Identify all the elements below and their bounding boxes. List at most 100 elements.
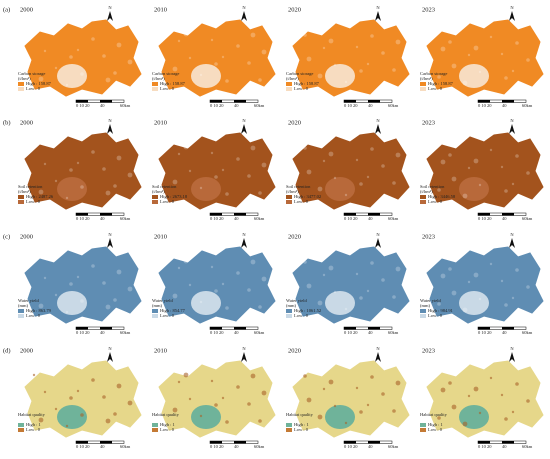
region-outline: [426, 360, 544, 438]
year-label: 2023: [422, 233, 435, 240]
texture-spot: [511, 69, 515, 73]
texture-spot: [69, 282, 73, 286]
legend-high: High : 1: [26, 422, 41, 427]
scale-bar-fill: [478, 213, 490, 216]
legend-high: High : 854.77: [160, 308, 186, 313]
legend-low: Low : 0: [26, 313, 41, 318]
scale-bar-fill: [502, 100, 514, 103]
legend-low: Low : 0: [160, 199, 175, 204]
texture-spot: [333, 404, 337, 408]
texture-spot: [43, 390, 47, 394]
texture-spot: [467, 394, 471, 398]
map: [158, 360, 276, 438]
texture-spot: [344, 307, 348, 311]
scale-bar-fill: [368, 213, 380, 216]
scale-label: 0 10 20: [210, 216, 224, 221]
north-label: N: [108, 5, 112, 10]
texture-spot: [247, 288, 251, 292]
lake: [57, 64, 87, 88]
texture-spot: [467, 53, 471, 57]
texture-spot: [250, 259, 256, 265]
map-panel: 2023 N Carbon storage(t/hm²)High : 158.87L…: [420, 5, 544, 108]
north-arrow: [241, 238, 247, 248]
north-label: N: [376, 118, 380, 123]
year-label: 2000: [20, 6, 33, 13]
scale-bar-fill: [368, 100, 380, 103]
legend-low: Low : 0: [26, 427, 41, 432]
texture-spot: [395, 380, 401, 386]
north-arrow: [375, 238, 381, 248]
scale-label: 0 10 20: [344, 330, 358, 335]
texture-spot: [344, 421, 348, 425]
texture-spot: [500, 52, 504, 56]
scale-bar-fill: [76, 100, 88, 103]
texture-spot: [261, 276, 267, 282]
region-outline: [426, 246, 544, 324]
year-label: 2020: [288, 347, 301, 354]
scale-bar-fill: [502, 213, 514, 216]
texture-spot: [65, 424, 69, 428]
region-outline: [24, 360, 142, 438]
texture-spot: [127, 59, 133, 65]
texture-spot: [69, 168, 73, 172]
legend-high-swatch: [420, 309, 426, 313]
row-label: (b): [3, 119, 11, 126]
texture-spot: [177, 152, 181, 156]
north-label: N: [242, 232, 246, 237]
texture-spot: [451, 404, 457, 410]
lake: [325, 291, 355, 315]
texture-spot: [306, 56, 312, 62]
texture-spot: [258, 305, 262, 309]
year-label: 2010: [154, 347, 167, 354]
legend-high-swatch: [286, 309, 292, 313]
texture-spot: [225, 79, 229, 83]
texture-spot: [76, 161, 80, 165]
texture-spot: [511, 182, 515, 186]
scale-label: 0 10 20: [76, 103, 90, 108]
scale-bar-fill: [100, 213, 112, 216]
legend-unit: (t/hm²): [286, 189, 299, 194]
texture-spot: [462, 80, 468, 86]
lake: [459, 64, 489, 88]
scale-bar-fill: [478, 100, 490, 103]
texture-spot: [225, 192, 229, 196]
texture-spot: [381, 164, 385, 168]
texture-spot: [478, 183, 482, 187]
texture-spot: [366, 289, 370, 293]
scale-label: 0 10 20: [478, 444, 492, 449]
legend-unit: (t/hm²): [152, 76, 165, 81]
region-outline: [158, 19, 276, 97]
legend-high: High : 3477.02: [294, 194, 321, 199]
texture-spot: [236, 44, 240, 48]
texture-spot: [437, 302, 441, 306]
scale-label: 60km: [254, 103, 265, 108]
scale-bar-fill: [210, 441, 222, 444]
texture-spot: [225, 420, 229, 424]
north-label: N: [242, 118, 246, 123]
texture-spot: [127, 172, 133, 178]
legend-low-swatch: [18, 428, 24, 432]
map: [292, 360, 410, 438]
legend-low: Low : 0: [294, 313, 309, 318]
year-label: 2010: [154, 6, 167, 13]
texture-spot: [440, 273, 446, 279]
legend-title: Water yield: [286, 298, 308, 303]
legend-title: Soil retention: [420, 184, 445, 189]
texture-spot: [306, 169, 312, 175]
legend-title: Habitat quality: [286, 412, 314, 417]
texture-spot: [80, 299, 84, 303]
scale-label: 60km: [522, 330, 533, 335]
legend-low: Low : 0: [428, 427, 443, 432]
legend-high: High : 1: [294, 422, 309, 427]
map: [158, 132, 276, 210]
texture-spot: [333, 290, 337, 294]
scale-label: 0 10 20: [210, 103, 224, 108]
legend-title: Habitat quality: [152, 412, 180, 417]
row-label: (a): [3, 6, 10, 13]
north-label: N: [510, 5, 514, 10]
texture-spot: [489, 262, 493, 266]
legend-high: High : 158.87: [160, 81, 186, 86]
legend-unit: (t/hm²): [420, 76, 433, 81]
